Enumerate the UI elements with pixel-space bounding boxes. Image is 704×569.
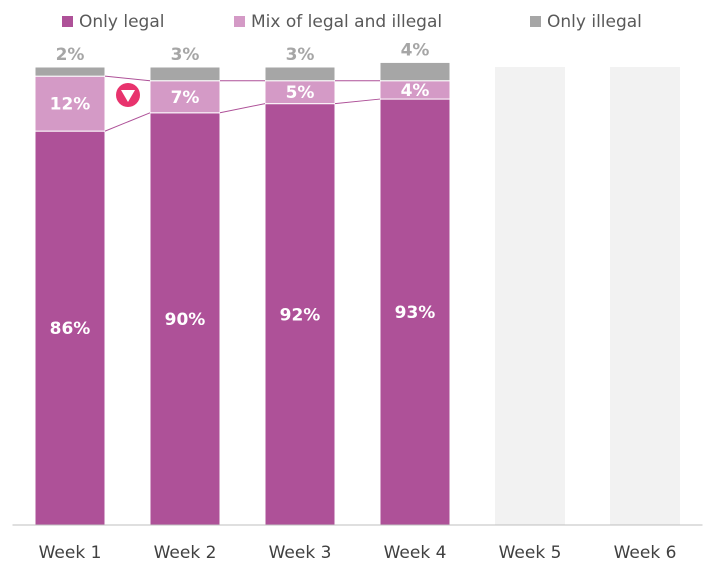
connector-line [104,75,151,82]
legend-swatch [530,16,541,27]
data-label: 4% [401,40,430,60]
bar-segment [149,80,221,114]
data-label: 90% [165,310,206,330]
data-label: 3% [171,45,200,65]
bar-segment [264,66,336,82]
bar-segment [34,75,106,132]
data-label: 4% [401,81,430,101]
data-label: 5% [286,83,315,103]
bar-segment [379,61,451,82]
legend-label: Only legal [79,12,164,32]
connector-line [334,98,381,105]
data-label: 2% [56,45,85,65]
x-tick-label: Week 4 [384,543,447,563]
bar-segment [34,66,106,77]
legend-swatch [62,16,73,27]
data-label: 92% [280,305,321,325]
x-tick-label: Week 1 [39,543,102,563]
connector-line [219,103,266,114]
data-label: 12% [50,95,91,115]
data-label: 3% [286,45,315,65]
legend-label: Only illegal [547,12,642,32]
connector-line [104,112,151,132]
legend-label: Mix of legal and illegal [251,12,442,32]
x-tick-label: Week 2 [154,543,217,563]
legend-swatch [234,16,245,27]
decrease-icon [116,83,140,107]
x-tick-label: Week 6 [614,543,677,563]
bar-segment [149,66,221,82]
x-tick-label: Week 5 [499,543,562,563]
data-label: 7% [171,88,200,108]
bar-segment [264,103,336,526]
placeholder-bar [495,67,565,525]
x-tick-label: Week 3 [269,543,332,563]
bar-segment [34,130,106,526]
data-label: 93% [395,303,436,323]
placeholder-bar [610,67,680,525]
data-label: 86% [50,319,91,339]
